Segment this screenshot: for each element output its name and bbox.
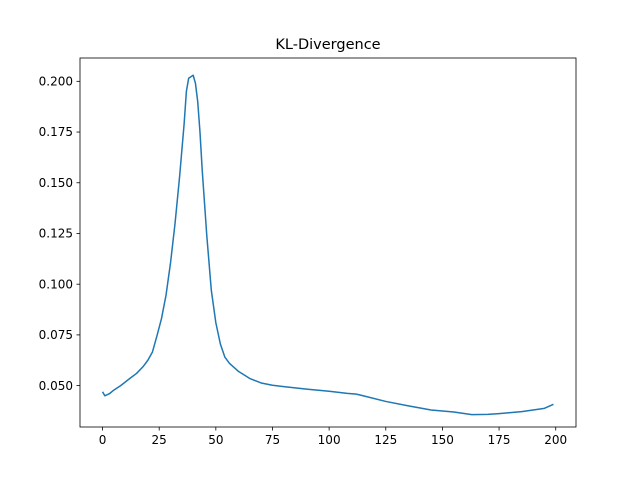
y-tick-label: 0.200	[39, 75, 73, 89]
x-tick-label: 50	[208, 433, 223, 447]
y-tick-label: 0.050	[39, 379, 73, 393]
x-tick-label: 200	[544, 433, 567, 447]
plot-area: 0 25 50 75 100 125 150 175 200 0.050 0.075 0.100 0.1…	[39, 57, 577, 447]
x-tick-label: 75	[265, 433, 280, 447]
x-tick-label: 175	[488, 433, 511, 447]
x-tick-label: 125	[374, 433, 397, 447]
x-tick-label: 150	[431, 433, 454, 447]
y-tick-label: 0.075	[39, 328, 73, 342]
y-tick-label: 0.125	[39, 227, 73, 241]
y-tick-label: 0.175	[39, 125, 73, 139]
axes-frame	[79, 57, 577, 428]
y-tick-label: 0.100	[39, 277, 73, 291]
x-tick-label: 25	[152, 433, 167, 447]
y-tick-label: 0.150	[39, 176, 73, 190]
chart-title: KL-Divergence	[275, 37, 380, 53]
x-tick-label: 100	[318, 433, 341, 447]
x-tick-label: 0	[99, 433, 107, 447]
series-line-0	[101, 74, 554, 416]
